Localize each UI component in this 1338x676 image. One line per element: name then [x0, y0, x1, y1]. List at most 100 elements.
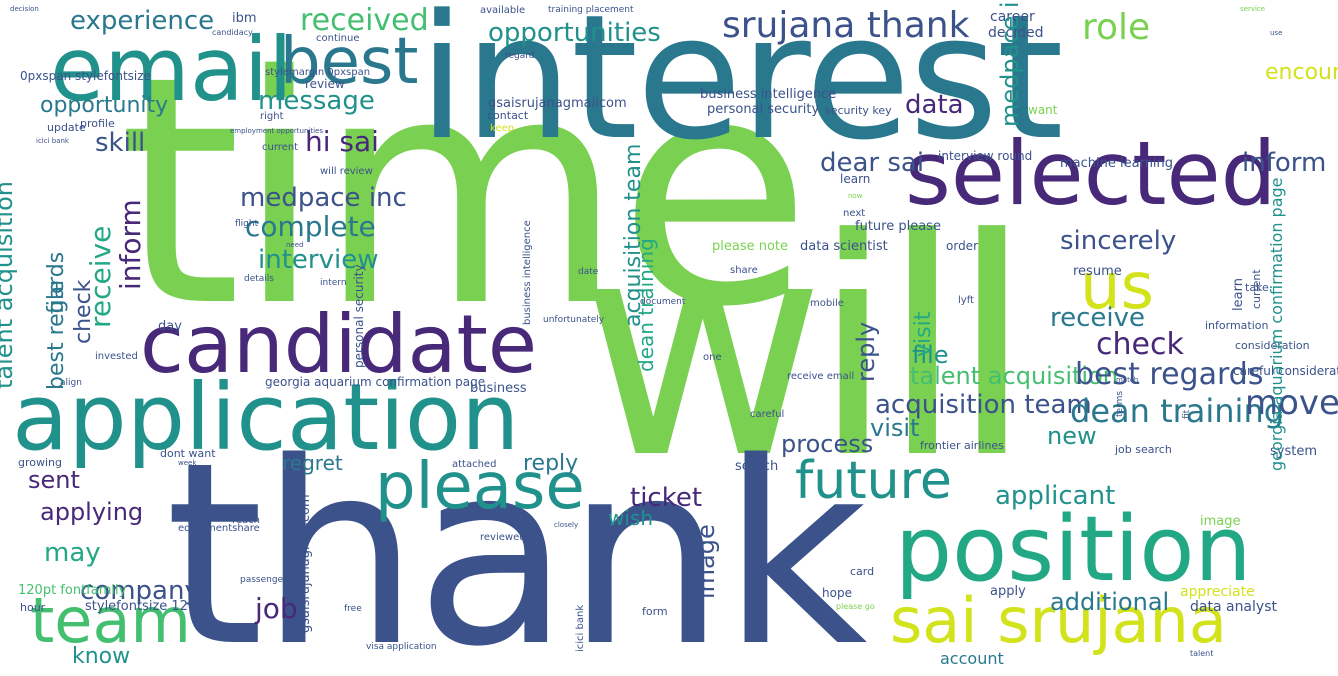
word-employment: please go — [836, 602, 875, 611]
word-keep: search — [735, 459, 779, 474]
word-attached: careful — [750, 409, 785, 420]
word-lyft: personal security — [707, 102, 820, 117]
word-company: visit — [870, 414, 920, 442]
word-mobile: contact — [487, 109, 529, 122]
word-image: image — [692, 524, 720, 599]
word-see: will review — [320, 166, 373, 177]
word-system: ibm — [232, 11, 257, 26]
word-know: reply — [523, 451, 579, 476]
word-form: update — [47, 121, 86, 134]
word-future-please: data analyst — [1190, 599, 1277, 615]
word-email: email — [50, 18, 293, 121]
word-dean-training: dean training — [634, 238, 658, 372]
word-wish: dean training — [1070, 392, 1285, 430]
word-opportunities: opportunities — [488, 18, 661, 48]
word-week: invested — [95, 351, 138, 362]
word-security-key: georgia aquarium confirmation page — [265, 375, 486, 389]
word-decided: additional — [1050, 588, 1170, 616]
word-gayatri-vidya: need — [286, 241, 304, 249]
word-selects-except: use — [1270, 29, 1283, 37]
word-candidate: candidate — [140, 298, 538, 391]
word-align: lyft — [958, 295, 974, 306]
word-information: machine learning — [1060, 156, 1174, 171]
word-free: continue — [316, 33, 360, 44]
word-hour: one — [703, 352, 722, 363]
word-growing: flight — [235, 219, 259, 229]
word-role: role — [1082, 7, 1151, 48]
word-document: free — [344, 604, 362, 614]
word-one: keep — [490, 123, 515, 134]
word-profile: consideration — [1235, 339, 1310, 352]
word-app: regard — [505, 51, 535, 61]
word-business-intelligence: business intelligence — [522, 220, 533, 325]
word-available: know — [72, 644, 131, 669]
word-resume: apply — [990, 584, 1026, 599]
word-next: gsaisrujanagmailcom — [488, 96, 627, 111]
word-icici-bank: icici bank — [575, 604, 586, 652]
word-need: growing — [18, 456, 62, 469]
word-may: move forward — [1245, 383, 1338, 423]
word-autonomous: decision — [10, 5, 39, 13]
word-best-selects: closely — [554, 521, 579, 529]
word-training-placement: 120pt fontfamily — [18, 583, 127, 598]
word-stylemargin: job search — [1115, 443, 1172, 456]
word-contact: business — [470, 381, 527, 396]
word-learn: learn — [1231, 278, 1246, 311]
word-intern: security key — [825, 104, 892, 117]
word-gsai: gsaisrujanagmailcom — [298, 494, 313, 633]
word-use: card — [850, 565, 875, 578]
word-let: 0pxspan stylefontsize — [20, 69, 151, 83]
word-talent-acquisition: talent acquisition — [0, 181, 18, 389]
word-visa-application: candidacy — [212, 28, 253, 37]
word-continue: careful consideration — [1233, 364, 1338, 378]
word-current: current — [1250, 269, 1263, 309]
word-time: time — [118, 10, 812, 376]
word-encourage: regret — [282, 451, 343, 475]
word-hope: profile — [80, 117, 115, 130]
word-data: data — [905, 90, 964, 120]
word-vidya-parishad: icici bank — [36, 137, 69, 145]
word-hi-sai: hi sai — [305, 125, 379, 158]
word-consideration: data scientist — [800, 239, 888, 254]
word-want: system — [1270, 444, 1317, 459]
word-ibm: job — [255, 592, 298, 625]
word-reply: reply — [852, 321, 880, 382]
word-take: future please — [855, 219, 941, 234]
word-interest: interest — [418, 0, 1064, 178]
word-medpace-inc: medpace inc — [996, 0, 1024, 127]
word-list: reviewed — [480, 532, 526, 543]
word-frontier-airlines: training placement — [548, 5, 634, 15]
word-inform: inform — [114, 199, 147, 290]
word-business: career — [990, 9, 1035, 25]
word-team: team — [30, 584, 191, 657]
word-opportunity: opportunity — [40, 93, 169, 118]
word-please: please — [375, 450, 585, 524]
word-card: current — [262, 142, 299, 153]
word-will-review: order — [946, 239, 978, 253]
word-job-search: available — [480, 5, 526, 16]
word-now: dont want — [160, 447, 216, 460]
word-best: best — [280, 25, 419, 99]
word-account: ticket — [630, 483, 703, 513]
word-service: form — [642, 605, 668, 618]
word-fit: fit — [1182, 409, 1192, 419]
word-interview-round: day — [158, 319, 182, 334]
word-invested: intern — [320, 278, 347, 288]
word-candidacy: information — [1205, 319, 1269, 332]
word-applying: acquisition team — [875, 390, 1092, 420]
word-day: encourage — [1265, 60, 1338, 85]
word-please-note: image — [1200, 514, 1241, 529]
word-except-digital: employment opportunities — [230, 127, 324, 135]
word-passenger: mobile — [810, 298, 844, 309]
word-date: visa application — [366, 642, 437, 652]
word-equipmentshare: share — [730, 265, 758, 276]
word-srujana-thank: srujana thank — [722, 5, 970, 46]
word-luck: please note — [712, 239, 789, 254]
word-data-scientist: appreciate — [1180, 584, 1255, 600]
word-talent: equipmentshare — [178, 523, 260, 534]
word-applicant: talent acquisition — [910, 362, 1118, 390]
word-much: passenger — [240, 575, 287, 585]
word-apply: may — [44, 538, 101, 568]
word-machine-learning: account — [940, 649, 1004, 668]
word-dear-sai: dear sai — [820, 148, 925, 178]
